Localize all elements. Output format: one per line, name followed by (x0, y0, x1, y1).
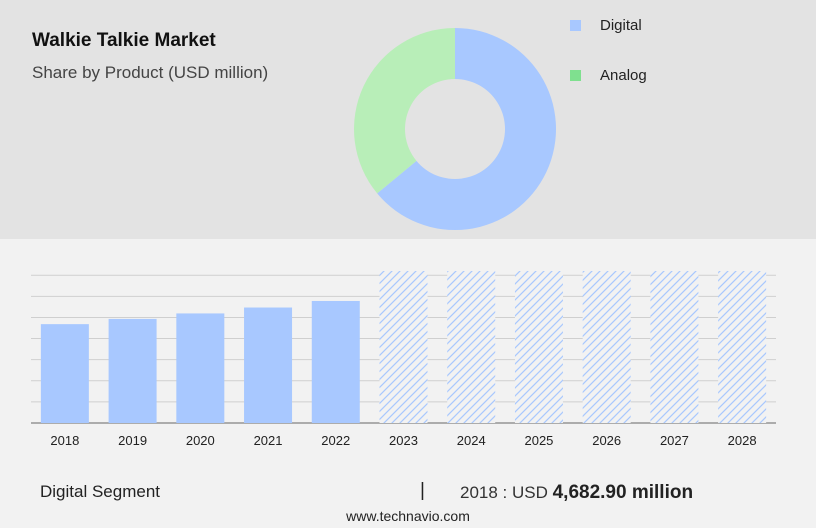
x-tick-label: 2022 (321, 433, 350, 448)
x-tick-label: 2028 (728, 433, 757, 448)
x-tick-label: 2024 (457, 433, 486, 448)
legend-label-digital: Digital (600, 16, 642, 34)
x-tick-label: 2018 (50, 433, 79, 448)
footer-value-amount: 4,682.90 million (552, 482, 694, 503)
footer-value: 2018 : USD 4,682.90 million (460, 482, 693, 504)
forecast-bar-2025 (514, 271, 563, 423)
forecast-bar-2027 (650, 271, 699, 423)
bar-2018 (40, 324, 89, 423)
footer-divider: | (420, 480, 425, 501)
x-tick-label: 2026 (592, 433, 621, 448)
bar-2022 (311, 300, 360, 423)
bar-chart: 2018 2019 2020 2021 2022 2023 2024 2025 2026 2027… (31, 271, 776, 448)
footer-value-prefix: 2018 : USD (460, 483, 553, 502)
donut-chart (354, 28, 556, 231)
legend-item-digital: Digital (570, 14, 710, 36)
bar-2021 (244, 307, 293, 423)
x-tick-label: 2021 (254, 433, 283, 448)
chart-title: Walkie Talkie Market (32, 30, 216, 51)
x-tick-label: 2020 (186, 433, 215, 448)
legend-item-analog: Analog (570, 64, 710, 86)
donut-slice-digital (377, 28, 556, 231)
legend-label-analog: Analog (600, 66, 647, 84)
legend-swatch-digital (570, 19, 581, 31)
forecast-bar-2023 (379, 271, 428, 423)
bar-2020 (176, 313, 225, 423)
chart-subtitle: Share by Product (USD million) (32, 63, 269, 82)
legend-swatch-analog (570, 69, 581, 81)
footer-segment-label: Digital Segment (40, 482, 161, 501)
x-tick-label: 2019 (118, 433, 147, 448)
forecast-bar-2028 (718, 271, 767, 423)
donut-slice-analog (354, 28, 455, 194)
source-link[interactable]: www.technavio.com (346, 508, 470, 524)
x-tick-label: 2023 (389, 433, 418, 448)
forecast-bar-2024 (447, 271, 496, 423)
x-tick-label: 2027 (660, 433, 689, 448)
bar-2019 (108, 318, 157, 423)
x-tick-label: 2025 (524, 433, 553, 448)
forecast-bar-2026 (582, 271, 631, 423)
